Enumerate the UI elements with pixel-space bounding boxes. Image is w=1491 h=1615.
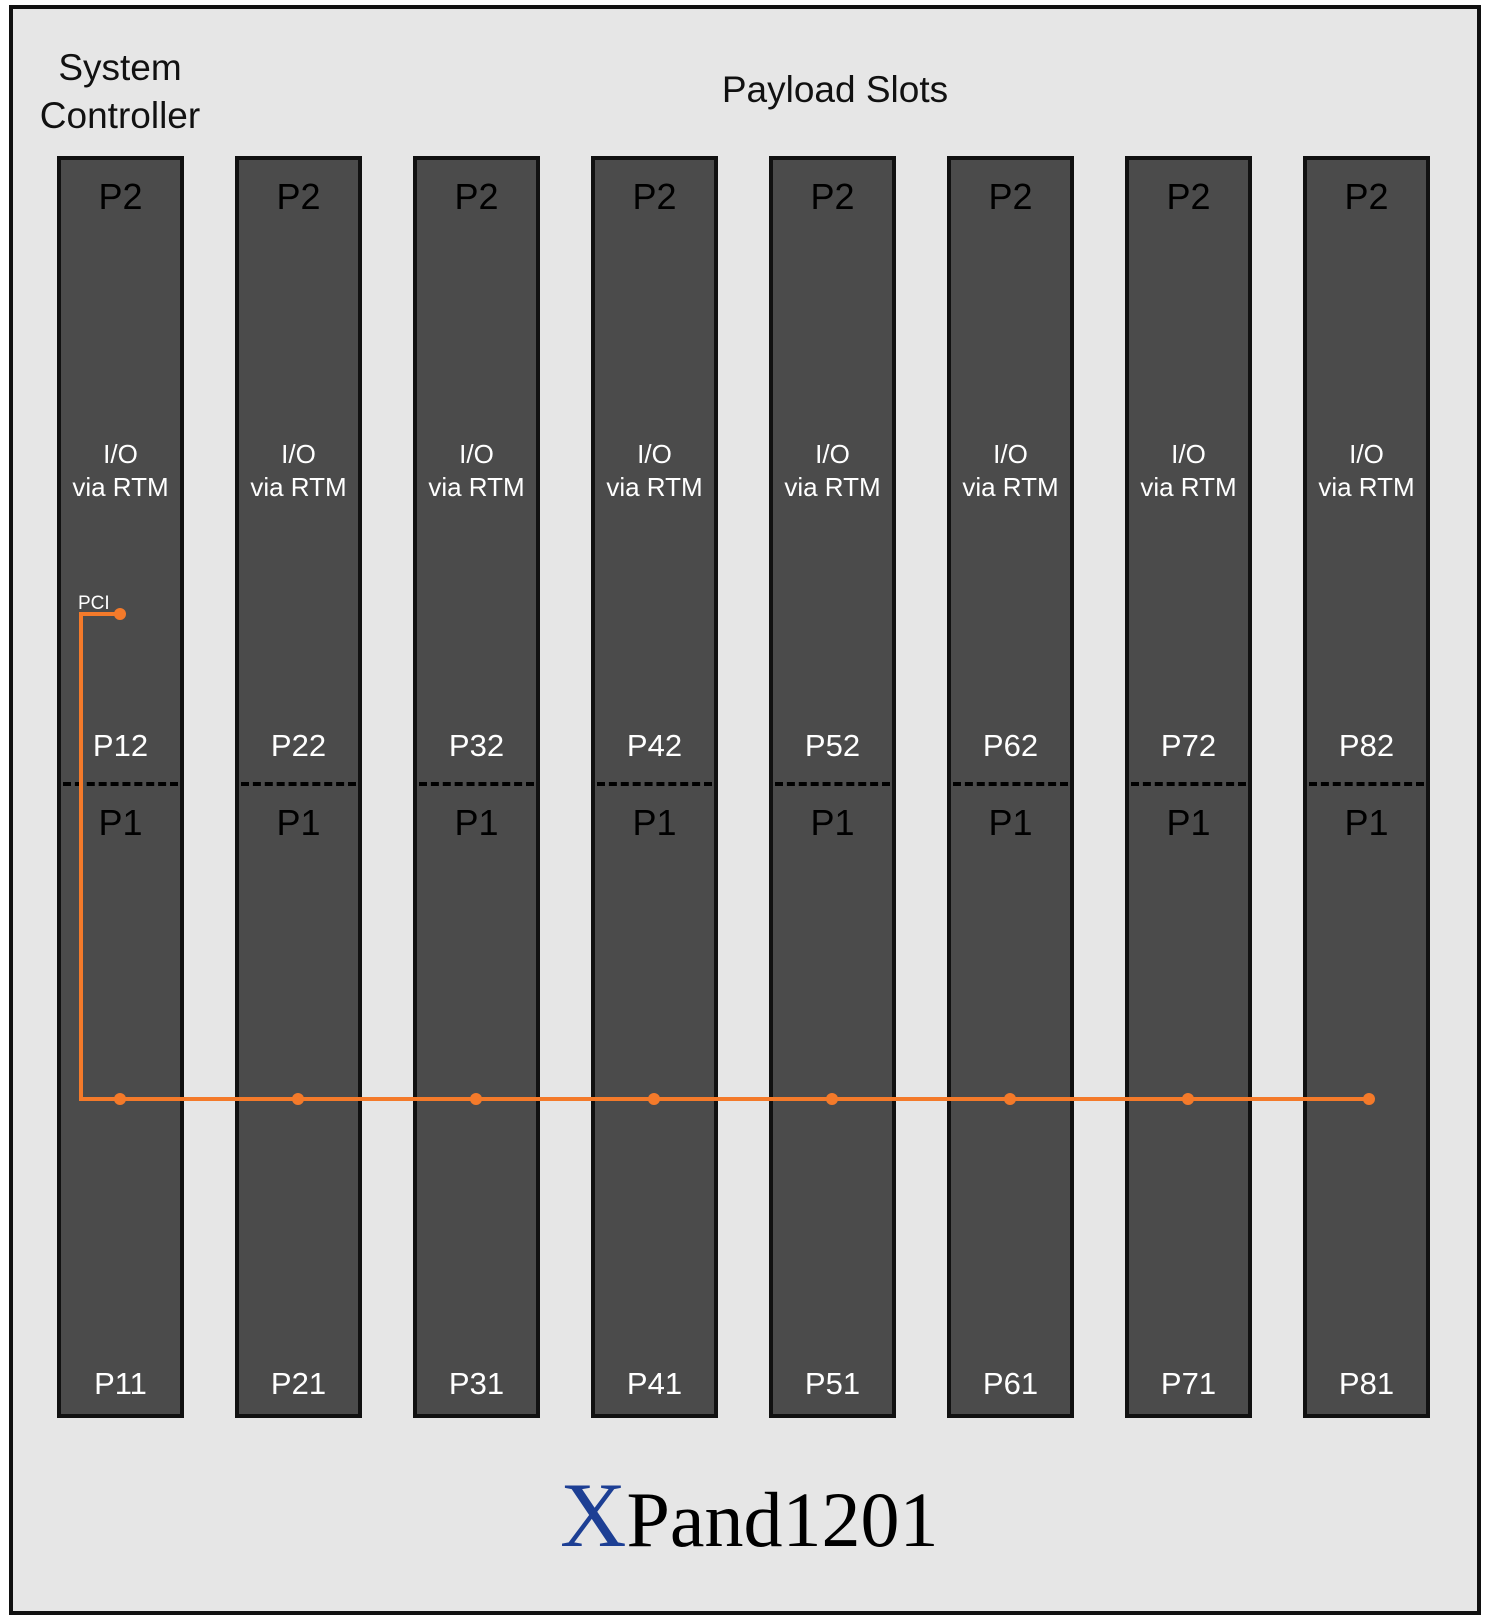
slot-upper-connector-label: P72 <box>1160 728 1217 763</box>
slot-lower-connector-label: P21 <box>270 1366 327 1401</box>
slot-p2-label: P2 <box>632 176 677 217</box>
slot-io-line2: via RTM <box>250 472 347 502</box>
slot-p1-label: P1 <box>810 802 855 843</box>
pci-bus-node <box>648 1093 660 1105</box>
pci-bus-node <box>292 1093 304 1105</box>
slot-upper-connector-label: P52 <box>804 728 861 763</box>
slot-p2-label: P2 <box>454 176 499 217</box>
pci-bus-node <box>1363 1093 1375 1105</box>
slot-upper-connector-label: P62 <box>982 728 1039 763</box>
slot-upper-connector-label: P42 <box>626 728 683 763</box>
slot-io-line1: I/O <box>1171 439 1206 469</box>
slot-lower-connector-label: P51 <box>804 1366 861 1401</box>
slot-divider <box>597 782 712 786</box>
slot-io-label: I/O via RTM <box>1307 438 1426 504</box>
slot-io-line2: via RTM <box>1318 472 1415 502</box>
slot-io-line2: via RTM <box>428 472 525 502</box>
slot-8: P2 I/O via RTM P82 P1 P81 <box>1303 156 1430 1418</box>
pci-label: PCI <box>78 593 110 614</box>
slot-lower-connector-label: P71 <box>1160 1366 1217 1401</box>
slot-p1-label: P1 <box>276 802 321 843</box>
slot-io-line1: I/O <box>281 439 316 469</box>
slot-io-label: I/O via RTM <box>417 438 536 504</box>
pci-bus-line <box>79 612 1369 1101</box>
slot-divider <box>419 782 534 786</box>
slot-p1-label: P1 <box>988 802 1033 843</box>
slot-io-label: I/O via RTM <box>239 438 358 504</box>
slot-io-line1: I/O <box>1349 439 1384 469</box>
slot-7: P2 I/O via RTM P72 P1 P71 <box>1125 156 1252 1418</box>
slot-p1-label: P1 <box>632 802 677 843</box>
slot-io-label: I/O via RTM <box>1129 438 1248 504</box>
slot-divider <box>1131 782 1246 786</box>
slot-io-line2: via RTM <box>1140 472 1237 502</box>
slot-5: P2 I/O via RTM P52 P1 P51 <box>769 156 896 1418</box>
slot-divider <box>953 782 1068 786</box>
slot-p1-label: P1 <box>1344 802 1389 843</box>
slot-2: P2 I/O via RTM P22 P1 P21 <box>235 156 362 1418</box>
system-controller-heading-line1: System <box>58 47 182 88</box>
slot-p2-label: P2 <box>1166 176 1211 217</box>
slot-upper-connector-label: P12 <box>92 728 149 763</box>
slot-lower-connector-label: P81 <box>1338 1366 1395 1401</box>
pci-bus-node <box>1182 1093 1194 1105</box>
slot-io-line2: via RTM <box>72 472 169 502</box>
xpand-logo: XPand1201 <box>560 1462 980 1572</box>
slot-io-line1: I/O <box>815 439 850 469</box>
slot-upper-connector-label: P82 <box>1338 728 1395 763</box>
slot-io-line2: via RTM <box>606 472 703 502</box>
slot-io-label: I/O via RTM <box>773 438 892 504</box>
pci-origin-node <box>114 608 126 620</box>
slot-io-line1: I/O <box>637 439 672 469</box>
slot-io-line1: I/O <box>993 439 1028 469</box>
slot-6: P2 I/O via RTM P62 P1 P61 <box>947 156 1074 1418</box>
payload-slots-heading: Payload Slots <box>721 69 949 110</box>
slot-io-line1: I/O <box>103 439 138 469</box>
slot-lower-connector-label: P11 <box>94 1366 147 1401</box>
slot-p1-label: P1 <box>98 802 143 843</box>
slot-io-line1: I/O <box>459 439 494 469</box>
slot-1: P2 I/O via RTM P12 P1 P11 <box>57 156 184 1418</box>
slot-p2-label: P2 <box>1344 176 1389 217</box>
slot-io-label: I/O via RTM <box>595 438 714 504</box>
system-controller-heading: System Controller <box>20 44 220 140</box>
slot-upper-connector-label: P32 <box>448 728 505 763</box>
slot-divider <box>775 782 890 786</box>
slot-p1-label: P1 <box>1166 802 1211 843</box>
slot-upper-connector-label: P22 <box>270 728 327 763</box>
system-controller-heading-line2: Controller <box>39 95 201 136</box>
slot-io-label: I/O via RTM <box>61 438 180 504</box>
slot-lower-connector-label: P61 <box>982 1366 1039 1401</box>
slot-divider <box>1309 782 1424 786</box>
slot-divider <box>63 782 178 786</box>
slot-p2-label: P2 <box>810 176 855 217</box>
slot-p2-label: P2 <box>276 176 321 217</box>
slot-io-line2: via RTM <box>784 472 881 502</box>
slot-4: P2 I/O via RTM P42 P1 P41 <box>591 156 718 1418</box>
slot-3: P2 I/O via RTM P32 P1 P31 <box>413 156 540 1418</box>
logo-x-glyph: X <box>560 1464 627 1566</box>
slot-p1-label: P1 <box>454 802 499 843</box>
slot-io-label: I/O via RTM <box>951 438 1070 504</box>
pci-bus-node <box>826 1093 838 1105</box>
slot-io-line2: via RTM <box>962 472 1059 502</box>
pci-bus-node <box>470 1093 482 1105</box>
slot-p2-label: P2 <box>98 176 143 217</box>
logo-wordmark: Pand1201 <box>626 1476 939 1563</box>
slot-p2-label: P2 <box>988 176 1033 217</box>
slot-lower-connector-label: P31 <box>448 1366 505 1401</box>
slot-lower-connector-label: P41 <box>626 1366 683 1401</box>
pci-bus-node <box>1004 1093 1016 1105</box>
pci-bus-node <box>114 1093 126 1105</box>
slot-divider <box>241 782 356 786</box>
